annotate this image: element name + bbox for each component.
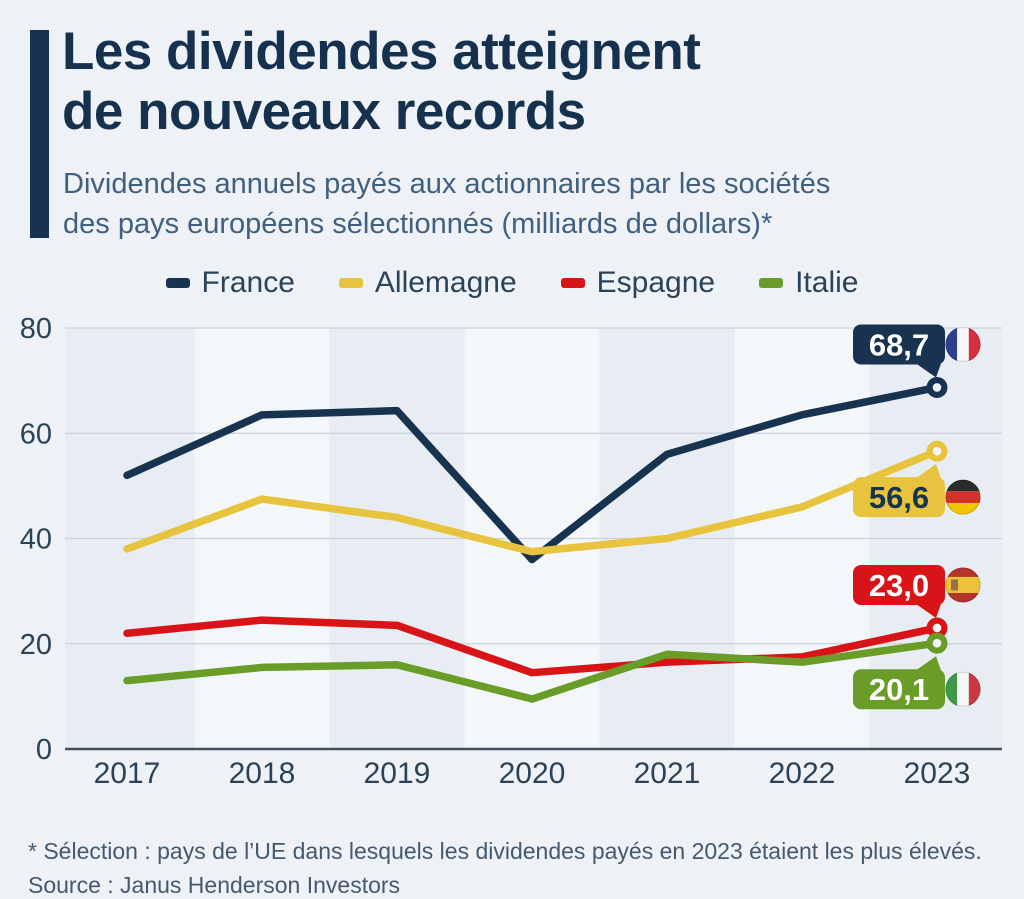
value-label-italie: 20,1 [869, 672, 929, 707]
series-line-italie [123, 639, 941, 703]
spain-flag-stripe [945, 567, 981, 577]
value-label-allemagne: 56,6 [869, 480, 929, 515]
source-credit: Source : Janus Henderson Investors [28, 872, 401, 898]
france-flag-icon [945, 326, 981, 362]
y-axis-tick-80: 80 [20, 313, 52, 345]
chart-subtitle: Dividendes annuels payés aux actionnaire… [63, 164, 830, 244]
france-flag-stripe [957, 326, 969, 362]
germany-flag-stripe [945, 491, 981, 503]
end-marker-hole-italie [932, 638, 942, 648]
page-title: Les dividendes atteignent de nouveaux re… [62, 22, 701, 142]
value-label-espagne: 23,0 [869, 568, 929, 603]
legend-label-france: France [201, 266, 295, 299]
spain-flag-icon [945, 567, 981, 603]
spain-flag-ring [945, 567, 981, 603]
subtitle-line-1: Dividendes annuels payés aux actionnaire… [63, 168, 831, 200]
x-axis-label-2018: 2018 [229, 757, 296, 790]
legend-item-france: France [165, 266, 295, 300]
y-axis-tick-60: 60 [20, 418, 52, 450]
value-bubble-tail-allemagne [916, 464, 941, 479]
france-flag-ring [945, 326, 981, 362]
x-axis-label-2023: 2023 [904, 757, 971, 790]
x-axis-label-2020: 2020 [499, 757, 566, 790]
value-bubble-italie [853, 669, 945, 710]
germany-flag-ring [945, 479, 981, 515]
y-axis-tick-0: 0 [36, 734, 52, 766]
x-axis-label-2019: 2019 [364, 757, 431, 790]
legend-label-italie: Italie [795, 266, 859, 299]
x-axis-label-2017: 2017 [94, 757, 161, 790]
france-flag-stripe [968, 326, 981, 362]
italy-flag-stripe [957, 671, 969, 707]
title-accent-bar [30, 30, 49, 238]
series-line-france [123, 383, 941, 564]
espagne-color-swatch [560, 278, 585, 288]
footnote: * Sélection : pays de l’UE dans lesquels… [28, 838, 982, 864]
legend-label-allemagne: Allemagne [374, 266, 517, 299]
france-flag-stripe [945, 326, 958, 362]
germany-flag-stripe [945, 502, 981, 515]
series-line-espagne [123, 616, 941, 677]
germany-flag-stripe [945, 479, 981, 492]
value-bubble-tail-espagne [916, 603, 941, 618]
germany-flag-icon [945, 479, 981, 515]
spain-flag-stripe [945, 592, 981, 603]
value-bubble-france [853, 324, 945, 365]
allemagne-color-swatch [338, 278, 363, 288]
italy-flag-stripe [945, 671, 958, 707]
legend-item-italie: Italie [759, 266, 858, 300]
italie-color-swatch [759, 278, 784, 288]
italy-flag-stripe [968, 671, 981, 707]
title-line-1: Les dividendes atteignent [62, 22, 701, 81]
value-bubble-espagne [853, 564, 945, 605]
end-marker-hole-espagne [932, 623, 942, 633]
value-bubble-tail-france [916, 363, 941, 378]
end-marker-hole-allemagne [932, 446, 942, 456]
y-axis-tick-20: 20 [20, 629, 52, 661]
title-line-2: de nouveaux records [62, 82, 586, 141]
legend-label-espagne: Espagne [596, 266, 716, 299]
spain-flag-stripe [945, 576, 981, 593]
y-axis-tick-40: 40 [20, 524, 52, 556]
series-line-allemagne [123, 447, 941, 556]
chart-legend: France Allemagne Espagne Italie [0, 266, 1024, 300]
end-marker-hole-france [932, 383, 942, 392]
legend-item-espagne: Espagne [560, 266, 716, 300]
x-axis-label-2021: 2021 [634, 757, 701, 790]
x-axis-label-2022: 2022 [769, 757, 836, 790]
subtitle-line-2: des pays européens sélectionnés (milliar… [63, 208, 773, 240]
value-bubble-tail-italie [916, 656, 941, 671]
value-label-france: 68,7 [869, 327, 929, 362]
spain-flag-stripe [951, 579, 958, 591]
italy-flag-ring [945, 671, 981, 707]
france-color-swatch [165, 278, 190, 288]
value-bubble-allemagne [853, 477, 945, 518]
legend-item-allemagne: Allemagne [338, 266, 517, 300]
italy-flag-icon [945, 671, 981, 707]
